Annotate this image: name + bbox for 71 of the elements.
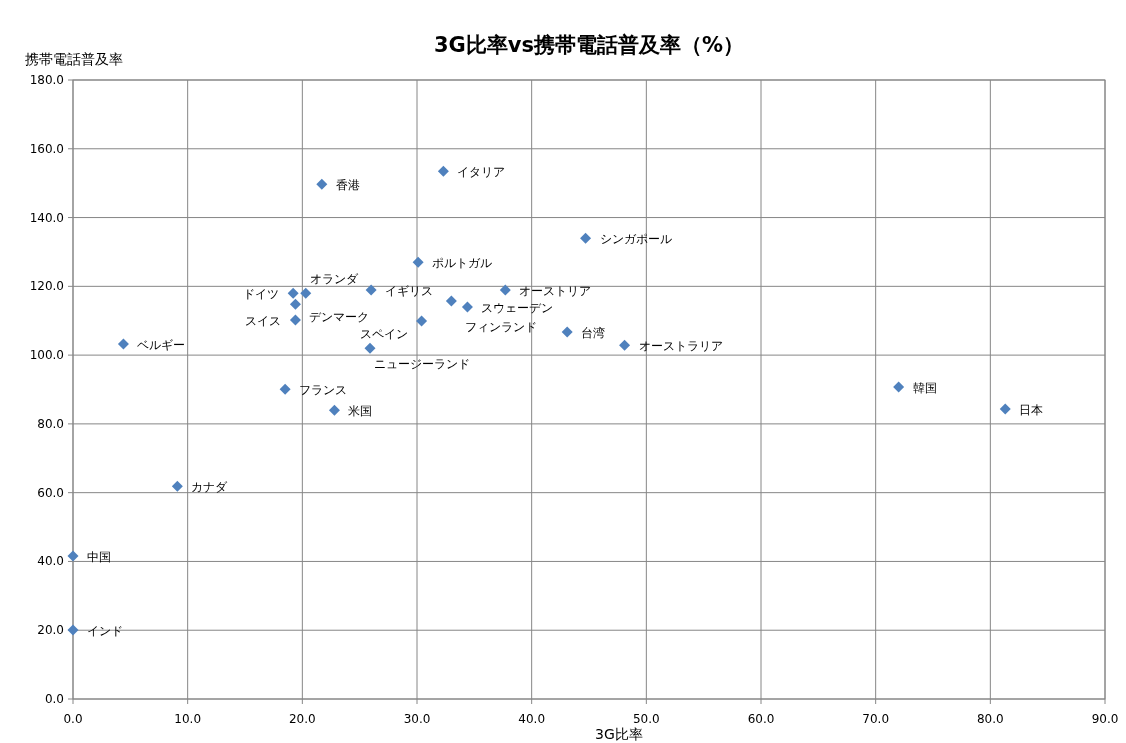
annotation: インド <box>87 623 123 638</box>
annotation: フィンランド <box>465 320 538 335</box>
annotation: 香港 <box>335 178 360 193</box>
annotation: ドイツ <box>243 287 280 302</box>
annotation: オランダ <box>309 272 359 287</box>
x-tick-label: 90.0 <box>1091 712 1119 726</box>
annotation: イタリア <box>457 165 506 180</box>
point <box>561 326 573 338</box>
y-tick-label: 80.0 <box>37 416 64 431</box>
y-tick-label: 180.0 <box>29 73 64 87</box>
point <box>445 295 457 307</box>
point <box>893 381 905 393</box>
point <box>412 256 424 268</box>
x-tick-label: 40.0 <box>518 712 546 726</box>
point <box>364 342 376 354</box>
annotation: 米国 <box>348 404 373 419</box>
point <box>499 284 511 296</box>
x-tick-label: 20.0 <box>288 712 316 726</box>
point <box>279 383 291 395</box>
point <box>316 178 328 190</box>
point <box>365 284 377 296</box>
annotation: オーストラリア <box>638 339 723 354</box>
x-tick-label: 10.0 <box>174 712 202 726</box>
x-axis-title: 3G比率 <box>595 726 643 742</box>
y-tick-label: 120.0 <box>29 279 64 294</box>
x-tick-label: 30.0 <box>403 712 431 726</box>
y-tick-label: 100.0 <box>29 348 64 363</box>
annotation: スイス <box>245 314 282 329</box>
y-tick-label: 40.0 <box>37 554 64 569</box>
annotation: フランス <box>299 383 348 398</box>
x-tick-label: 0.0 <box>63 712 83 726</box>
point <box>437 165 449 177</box>
y-tick-label: 20.0 <box>37 623 64 638</box>
annotation: デンマーク <box>309 310 370 325</box>
point <box>461 301 473 313</box>
x-tick-label: 80.0 <box>976 712 1004 726</box>
point <box>300 287 312 299</box>
point <box>67 550 79 562</box>
point <box>328 404 340 416</box>
y-tick-label: 160.0 <box>29 141 64 156</box>
annotation: シンガポール <box>599 232 672 247</box>
annotation: ベルギー <box>137 338 186 353</box>
x-tick-label: 50.0 <box>632 712 660 726</box>
annotation: ニュージーランド <box>373 357 470 372</box>
point <box>999 403 1011 415</box>
annotation: 台湾 <box>581 326 606 341</box>
annotation: ポルトガル <box>432 256 493 271</box>
annotation: オーストリア <box>519 284 592 299</box>
point <box>117 338 129 350</box>
point <box>619 339 631 351</box>
x-tick-label: 60.0 <box>747 712 775 726</box>
point <box>289 298 301 310</box>
y-tick-label: 140.0 <box>29 210 64 225</box>
y-tick-label: 60.0 <box>37 485 64 500</box>
y-tick-label: 0.0 <box>44 692 64 706</box>
point <box>580 232 592 244</box>
annotation: 日本 <box>1019 403 1044 418</box>
annotation: カナダ <box>191 480 229 495</box>
annotation: 韓国 <box>912 381 937 396</box>
annotation: スペイン <box>359 327 408 342</box>
point <box>67 624 79 636</box>
point <box>287 287 299 299</box>
annotation: 中国 <box>87 549 111 564</box>
y-axis-title: 携帯電話普及率 <box>25 51 123 67</box>
annotation: スウェーデン <box>481 300 554 315</box>
chart-title: 3G比率vs携帯電話普及率（%） <box>433 33 745 57</box>
point <box>171 480 183 492</box>
point <box>416 315 428 327</box>
x-tick-label: 70.0 <box>862 712 890 726</box>
point <box>289 314 301 326</box>
annotation: イギリス <box>385 284 434 299</box>
